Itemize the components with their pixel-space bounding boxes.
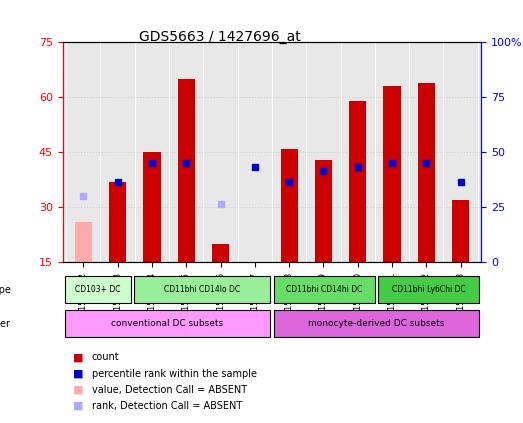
Text: cell type: cell type: [0, 285, 10, 295]
FancyBboxPatch shape: [134, 277, 270, 303]
Bar: [383, 86, 401, 262]
Bar: [178, 79, 195, 262]
FancyBboxPatch shape: [274, 277, 375, 303]
Bar: [143, 152, 161, 262]
Bar: [75, 222, 92, 262]
Bar: [315, 159, 332, 262]
Bar: [349, 101, 366, 262]
Text: ■: ■: [73, 368, 84, 379]
Text: CD11bhi CD14lo DC: CD11bhi CD14lo DC: [164, 285, 240, 294]
FancyBboxPatch shape: [378, 277, 480, 303]
Text: other: other: [0, 319, 10, 329]
Text: GDS5663 / 1427696_at: GDS5663 / 1427696_at: [139, 30, 301, 44]
FancyBboxPatch shape: [64, 310, 270, 337]
Text: ■: ■: [73, 352, 84, 363]
Text: rank, Detection Call = ABSENT: rank, Detection Call = ABSENT: [92, 401, 242, 411]
Bar: [212, 244, 229, 262]
Text: ■: ■: [73, 385, 84, 395]
Text: conventional DC subsets: conventional DC subsets: [111, 319, 223, 328]
Text: monocyte-derived DC subsets: monocyte-derived DC subsets: [309, 319, 445, 328]
FancyBboxPatch shape: [274, 310, 480, 337]
Text: value, Detection Call = ABSENT: value, Detection Call = ABSENT: [92, 385, 247, 395]
Bar: [452, 200, 469, 262]
Text: percentile rank within the sample: percentile rank within the sample: [92, 368, 256, 379]
Bar: [280, 148, 298, 262]
Text: CD11bhi Ly6Chi DC: CD11bhi Ly6Chi DC: [392, 285, 466, 294]
Text: CD11bhi CD14hi DC: CD11bhi CD14hi DC: [286, 285, 362, 294]
Bar: [109, 181, 126, 262]
Text: count: count: [92, 352, 119, 363]
Text: ■: ■: [73, 401, 84, 411]
Text: CD103+ DC: CD103+ DC: [75, 285, 120, 294]
Bar: [418, 82, 435, 262]
FancyBboxPatch shape: [64, 277, 131, 303]
